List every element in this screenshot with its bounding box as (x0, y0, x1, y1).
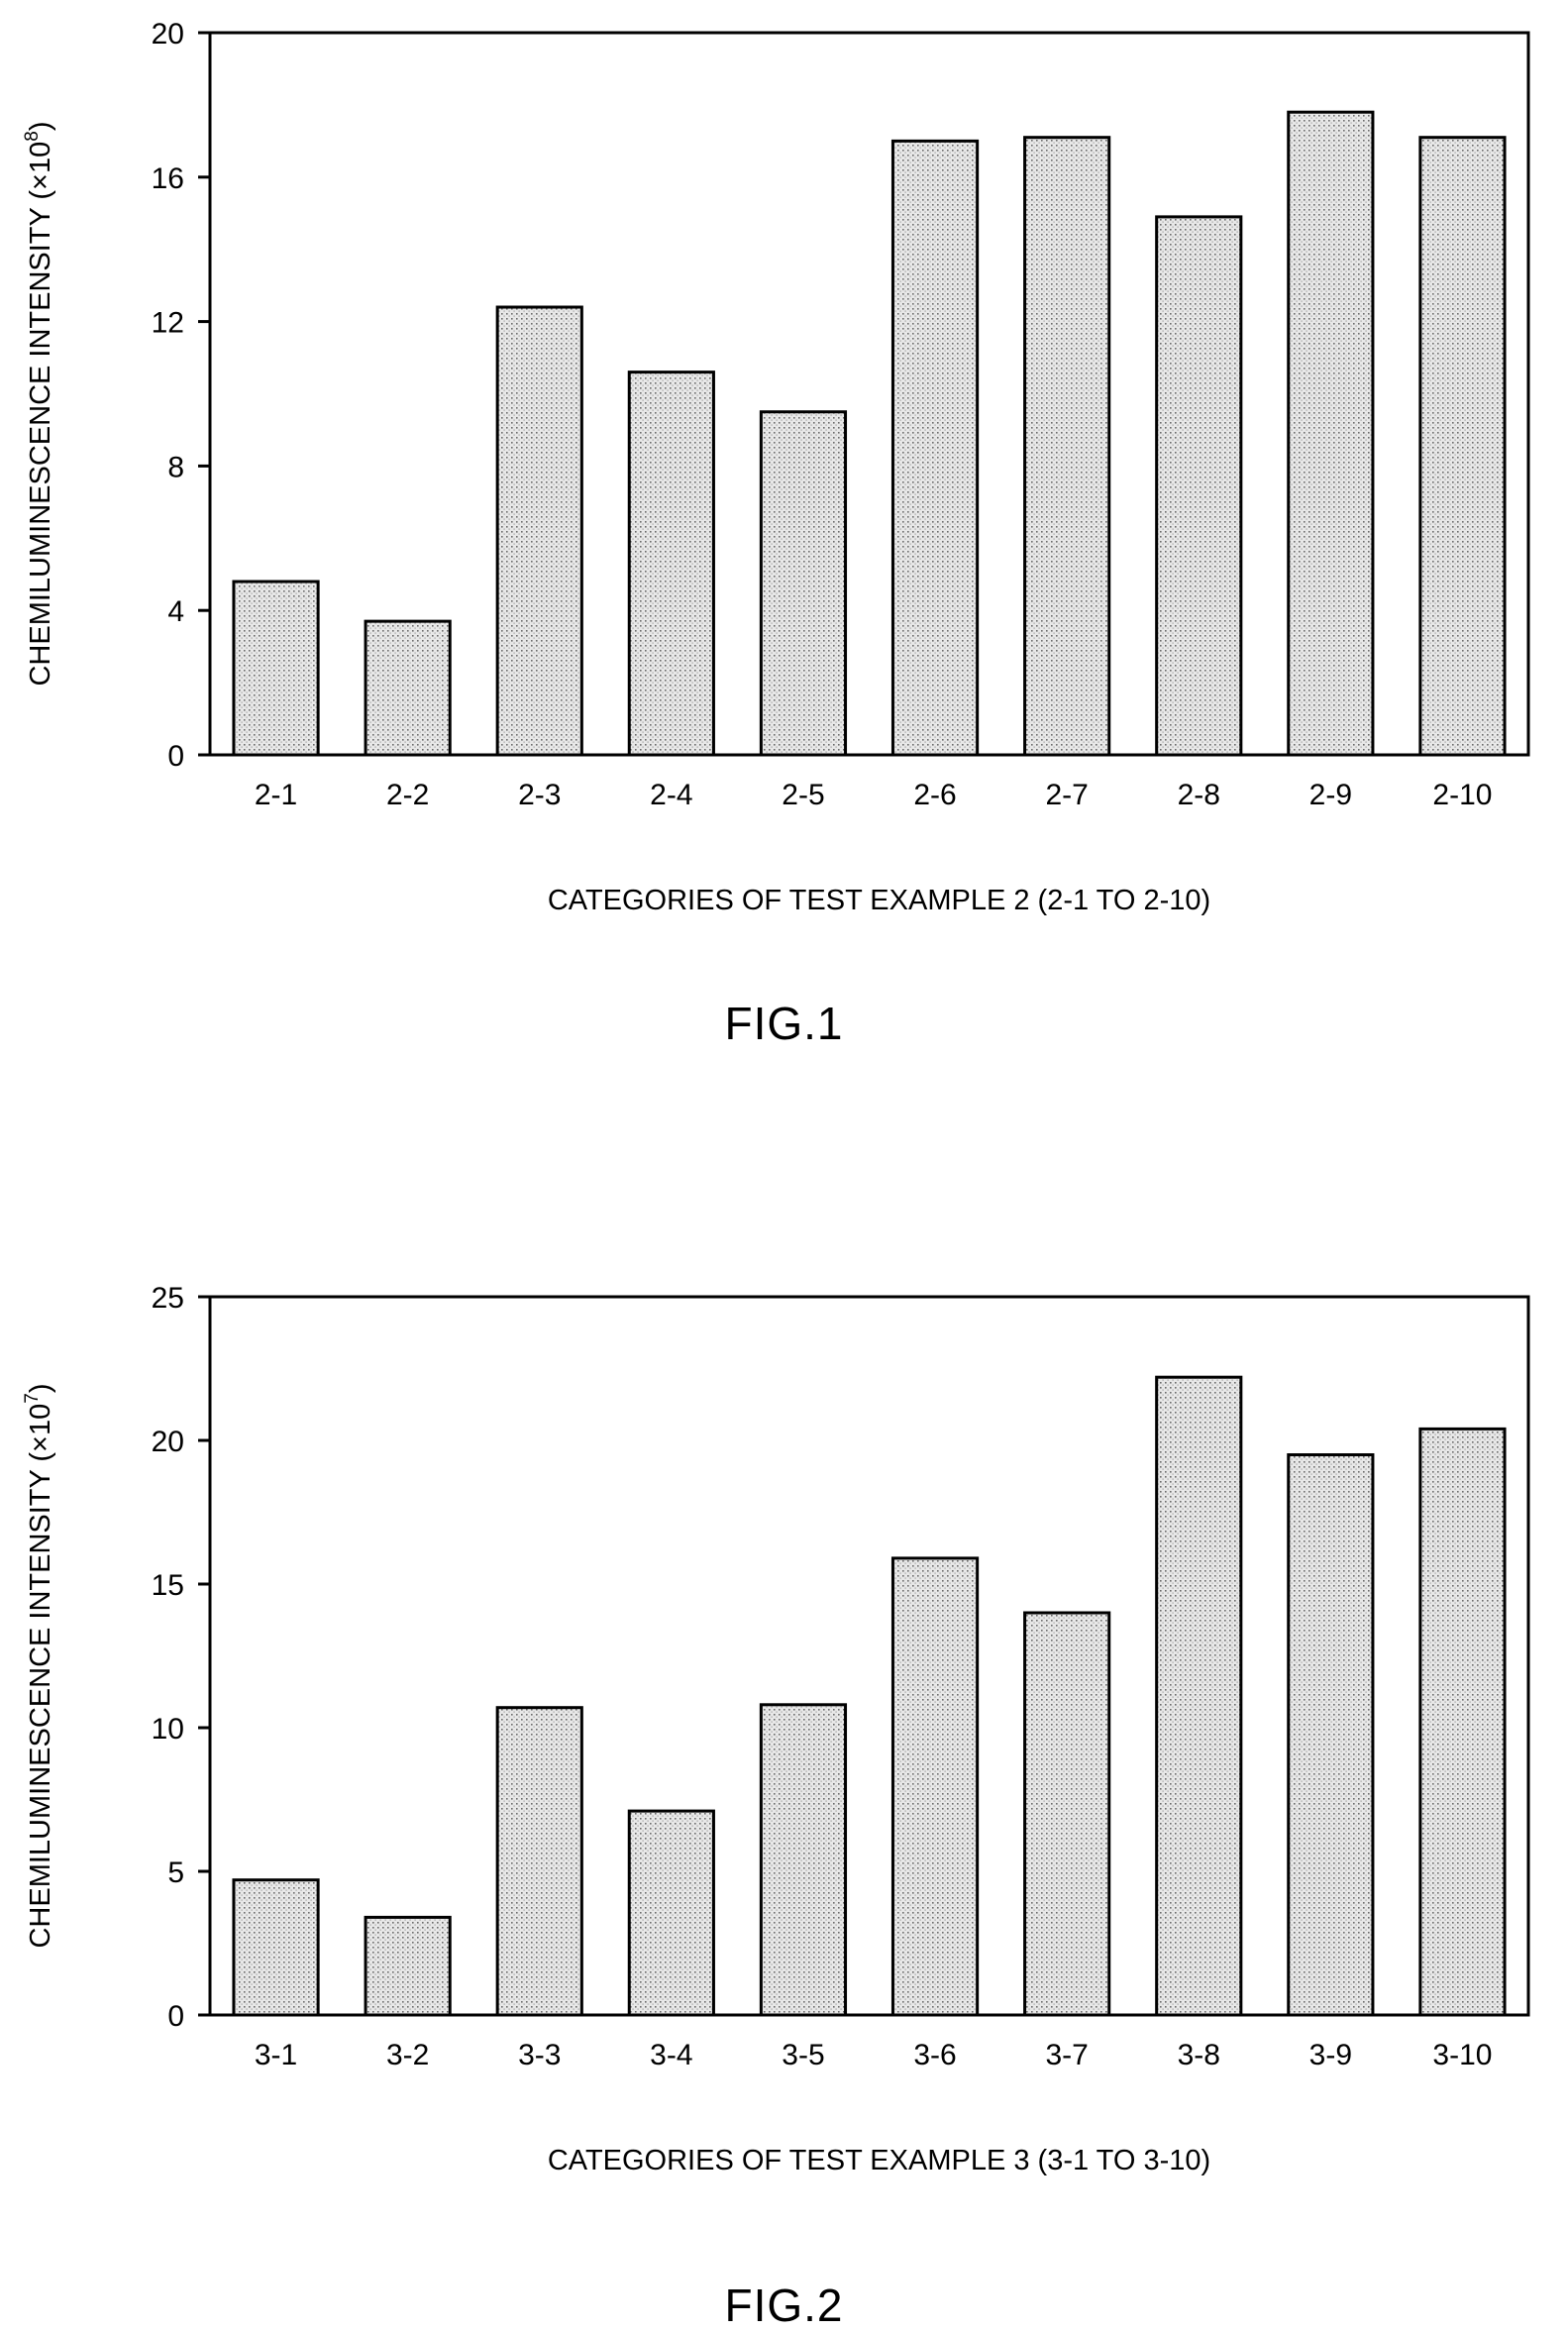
figure-caption: FIG.2 (724, 2279, 844, 2331)
bar (232, 1878, 320, 2017)
bar (627, 1809, 715, 2017)
y-tick-label: 20 (152, 18, 184, 51)
x-tick-label: 3-4 (650, 2039, 692, 2071)
y-tick-label: 4 (167, 595, 184, 628)
x-tick-label: 2-7 (1045, 779, 1088, 811)
y-axis-label: CHEMILUMINESCENCE INTENSITY (×108) (22, 121, 56, 686)
figure-1: 0 4 8 12 16 20 2-1 2-2 2-3 2-4 2-5 2-6 2-7 2-8 2-9 2-10… (0, 0, 1568, 1163)
x-tick-label: 3-9 (1309, 2039, 1352, 2071)
figure-caption: FIG.1 (724, 998, 844, 1049)
bar (1155, 215, 1243, 757)
bar (1155, 1375, 1243, 2017)
bar (364, 1915, 452, 2017)
bar (232, 580, 320, 757)
bar (759, 1703, 848, 2017)
y-tick-label: 0 (167, 2000, 184, 2033)
bar (1023, 136, 1111, 757)
x-tick-label: 2-8 (1178, 779, 1220, 811)
bar (364, 619, 452, 757)
y-tick-label: 5 (167, 1856, 184, 1889)
bar (495, 1706, 583, 2017)
x-tick-label: 3-5 (782, 2039, 824, 2071)
x-tick-label: 2-5 (782, 779, 824, 811)
x-tick-label: 2-1 (255, 779, 297, 811)
y-tick-label: 15 (152, 1569, 184, 1602)
bar (1023, 1611, 1111, 2017)
x-tick-label: 2-6 (913, 779, 956, 811)
x-tick-label: 2-10 (1432, 779, 1492, 811)
y-tick-label: 16 (152, 162, 184, 195)
bar-chart-fig2: 0 5 10 15 20 25 3-1 3-2 3-3 3-4 3-5 3-6 3-7 3-8 3-9 3-1… (22, 1282, 1530, 2176)
bar (627, 371, 715, 757)
y-tick-label: 20 (152, 1426, 184, 1458)
bar (495, 305, 583, 757)
y-tick-label: 10 (152, 1713, 184, 1746)
bar (1418, 136, 1507, 757)
x-axis-label: CATEGORIES OF TEST EXAMPLE 2 (2-1 TO 2-1… (548, 885, 1210, 916)
x-tick-label: 3-3 (518, 2039, 561, 2071)
x-tick-label: 2-4 (650, 779, 692, 811)
bar (1287, 110, 1375, 757)
x-tick-label: 3-7 (1045, 2039, 1088, 2071)
plot-frame (208, 1295, 1530, 2017)
y-tick-label: 0 (167, 740, 184, 773)
bar (890, 139, 980, 757)
y-tick-label: 12 (152, 307, 184, 340)
figure-2: 0 5 10 15 20 25 3-1 3-2 3-3 3-4 3-5 3-6 3-7 3-8 3-9 3-1… (0, 1163, 1568, 2331)
x-tick-label: 3-1 (255, 2039, 297, 2071)
plot-frame (208, 31, 1530, 757)
y-tick-label: 8 (167, 451, 184, 483)
y-axis-label: CHEMILUMINESCENCE INTENSITY (×107) (22, 1383, 56, 1948)
y-tick-label: 25 (152, 1282, 184, 1315)
x-tick-label: 3-10 (1432, 2039, 1492, 2071)
bar (1287, 1453, 1375, 2017)
bar (759, 410, 848, 757)
x-tick-label: 2-2 (386, 779, 429, 811)
bar (1418, 1427, 1507, 2017)
x-tick-label: 2-3 (518, 779, 561, 811)
bar (890, 1556, 980, 2017)
x-tick-label: 2-9 (1309, 779, 1352, 811)
x-tick-label: 3-2 (386, 2039, 429, 2071)
bar-chart-fig1: 0 4 8 12 16 20 2-1 2-2 2-3 2-4 2-5 2-6 2-7 2-8 2-9 2-10… (22, 18, 1530, 916)
x-tick-label: 3-6 (913, 2039, 956, 2071)
x-tick-label: 3-8 (1178, 2039, 1220, 2071)
x-axis-label: CATEGORIES OF TEST EXAMPLE 3 (3-1 TO 3-1… (548, 2145, 1210, 2176)
